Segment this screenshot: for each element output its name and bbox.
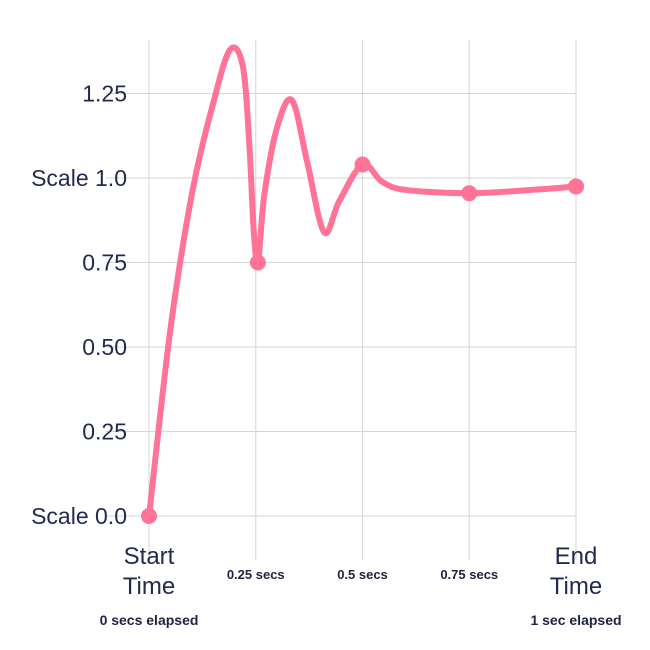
x-tick-label: 0.5 secs: [337, 567, 388, 582]
y-tick-label: 1.25: [82, 81, 127, 107]
curve-marker: [461, 185, 478, 202]
x-tick-sublabel: 0 secs elapsed: [100, 612, 199, 628]
y-tick-label: 0.25: [82, 419, 127, 445]
curve-marker: [354, 156, 371, 173]
x-tick-label: Time: [123, 573, 175, 600]
grid: [106, 40, 577, 560]
x-tick-label: Time: [550, 573, 602, 600]
x-tick-label: Start: [124, 543, 175, 570]
y-tick-label: 0.75: [82, 250, 127, 276]
y-tick-label: Scale 0.0: [31, 503, 127, 529]
x-tick-labels: Start Time 0 secs elapsed 0.25 secs 0.5 secs…: [100, 543, 622, 628]
y-tick-labels: Scale 0.0 0.25 0.50 0.75 Scale 1.0 1.25: [31, 81, 127, 530]
x-tick-sublabel: 1 sec elapsed: [530, 612, 621, 628]
y-tick-label: 0.50: [82, 334, 127, 360]
curve-marker: [249, 254, 266, 271]
curve-marker: [141, 508, 157, 524]
x-tick-label: 0.25 secs: [227, 567, 285, 582]
scale-curve: [146, 44, 579, 519]
curve-marker: [568, 178, 584, 195]
x-tick-label: End: [555, 543, 598, 570]
x-tick-label: 0.75 secs: [440, 567, 498, 582]
series-group: [141, 44, 584, 524]
y-tick-label: Scale 1.0: [31, 165, 127, 191]
